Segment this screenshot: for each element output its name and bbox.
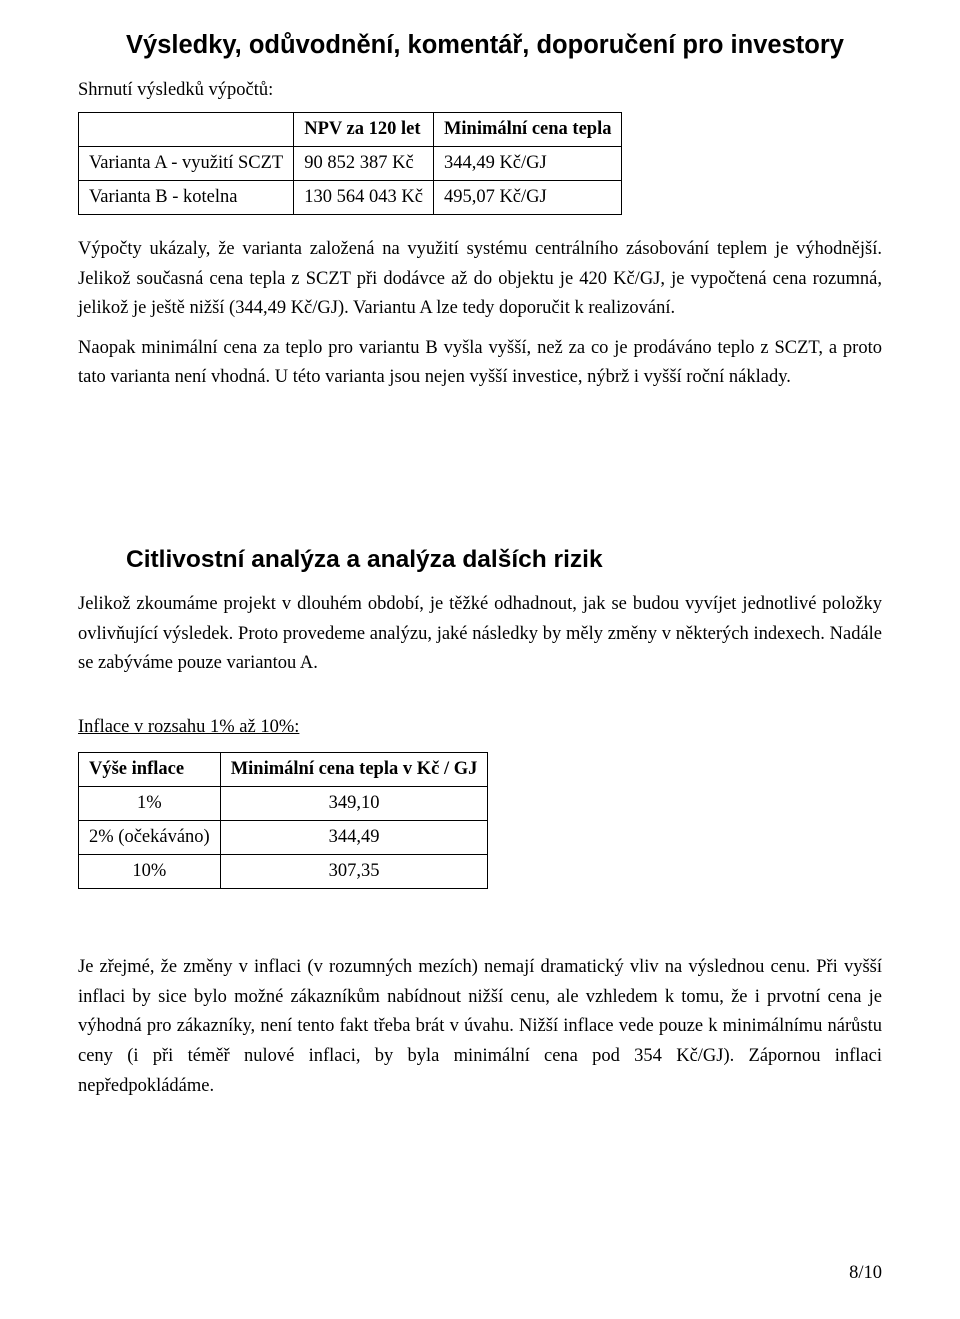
inflation-table: Výše inflace Minimální cena tepla v Kč /… — [78, 752, 488, 889]
table-cell: 344,49 — [220, 821, 488, 855]
table-row: Varianta B - kotelna 130 564 043 Kč 495,… — [79, 180, 622, 214]
table-cell: 349,10 — [220, 787, 488, 821]
paragraph-3: Jelikož zkoumáme projekt v dlouhém obdob… — [78, 590, 882, 679]
table-cell: 130 564 043 Kč — [294, 180, 434, 214]
table-row: 2% (očekáváno) 344,49 — [79, 821, 488, 855]
table-header-npv: NPV za 120 let — [294, 113, 434, 147]
table-cell: 344,49 Kč/GJ — [433, 146, 622, 180]
paragraph-1: Výpočty ukázaly, že varianta založená na… — [78, 235, 882, 324]
table-cell: 495,07 Kč/GJ — [433, 180, 622, 214]
table-header-blank — [79, 113, 294, 147]
table-cell: 90 852 387 Kč — [294, 146, 434, 180]
table-header-row: Výše inflace Minimální cena tepla v Kč /… — [79, 753, 488, 787]
table-row: Varianta A - využití SCZT 90 852 387 Kč … — [79, 146, 622, 180]
table-cell: 2% (očekáváno) — [79, 821, 221, 855]
table-header-row: NPV za 120 let Minimální cena tepla — [79, 113, 622, 147]
heading-results: Výsledky, odůvodnění, komentář, doporuče… — [126, 28, 882, 62]
spacer — [78, 393, 882, 543]
summary-table: NPV za 120 let Minimální cena tepla Vari… — [78, 112, 622, 215]
table-cell: 1% — [79, 787, 221, 821]
spacer — [78, 679, 882, 713]
document-page: Výsledky, odůvodnění, komentář, doporuče… — [0, 0, 960, 1319]
table-header-inflation: Výše inflace — [79, 753, 221, 787]
table-cell: Varianta A - využití SCZT — [79, 146, 294, 180]
table-row: 1% 349,10 — [79, 787, 488, 821]
table-header-price: Minimální cena tepla v Kč / GJ — [220, 753, 488, 787]
heading-sensitivity: Citlivostní analýza a analýza dalších ri… — [126, 543, 882, 576]
paragraph-2: Naopak minimální cena za teplo pro varia… — [78, 334, 882, 393]
table-header-min: Minimální cena tepla — [433, 113, 622, 147]
paragraph-4: Je zřejmé, že změny v inflaci (v rozumný… — [78, 953, 882, 1101]
table-row: 10% 307,35 — [79, 855, 488, 889]
summary-lead: Shrnutí výsledků výpočtů: — [78, 76, 882, 106]
table-cell: Varianta B - kotelna — [79, 180, 294, 214]
page-number: 8/10 — [849, 1259, 882, 1289]
table-cell: 10% — [79, 855, 221, 889]
spacer — [78, 909, 882, 943]
table-cell: 307,35 — [220, 855, 488, 889]
inflation-lead: Inflace v rozsahu 1% až 10%: — [78, 713, 299, 743]
